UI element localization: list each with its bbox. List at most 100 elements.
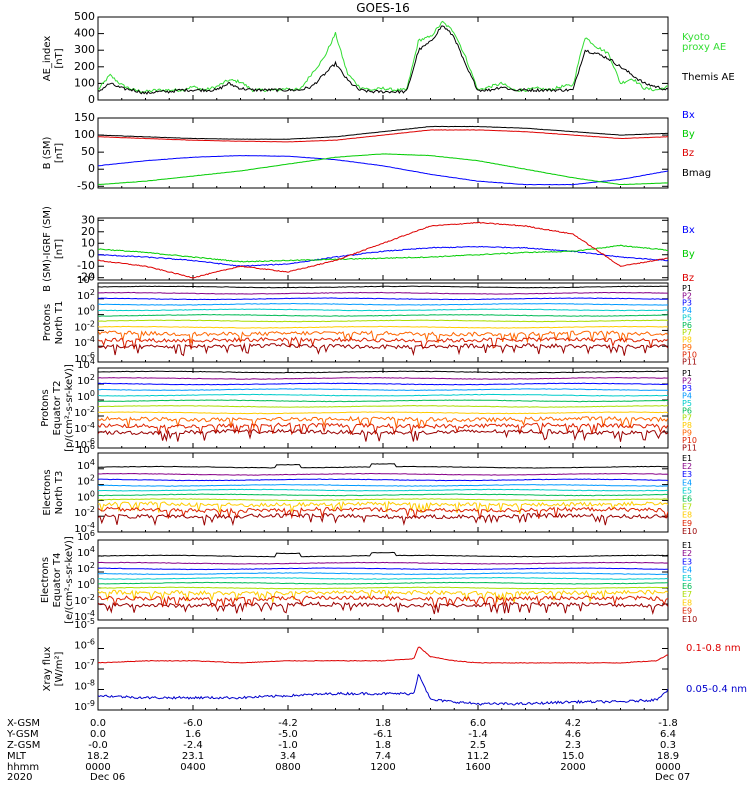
ephemeris-value: 0800 xyxy=(275,762,300,773)
ephemeris-value: 23.1 xyxy=(182,751,204,762)
channel-trace-p6 xyxy=(98,313,668,317)
svg-text:150: 150 xyxy=(74,111,95,124)
channel-label-e2: E2 xyxy=(682,549,692,558)
y-tick-label: 10-2 xyxy=(74,319,95,333)
ephemeris-value: -4.2 xyxy=(278,718,298,729)
channel-trace-p5 xyxy=(98,308,668,312)
channel-trace-p5 xyxy=(98,393,668,397)
channel-label-e8: E8 xyxy=(682,511,692,520)
series-bz xyxy=(98,221,668,279)
y-tick-label: 106 xyxy=(77,529,95,543)
svg-text:10-5: 10-5 xyxy=(74,617,95,631)
plot-area xyxy=(98,285,668,357)
channel-label-p5: P5 xyxy=(682,399,692,408)
ephemeris-value: -0.0 xyxy=(88,740,108,751)
svg-text:102: 102 xyxy=(77,474,95,488)
svg-text:104: 104 xyxy=(77,272,95,286)
ephemeris-date-start: Dec 06 xyxy=(90,772,125,783)
svg-text:102: 102 xyxy=(77,288,95,302)
plot-area xyxy=(98,221,668,279)
channel-trace-p10 xyxy=(98,336,668,350)
svg-text:100: 100 xyxy=(77,577,95,591)
svg-text:10-6: 10-6 xyxy=(74,638,95,652)
plot-area xyxy=(98,551,668,616)
svg-text:-10: -10 xyxy=(77,259,95,272)
ephemeris-value: 0000 xyxy=(85,762,110,773)
svg-text:106: 106 xyxy=(77,529,95,543)
y-axis-label: [nT] xyxy=(54,48,65,68)
ephemeris-row-label: Y-GSM xyxy=(6,729,39,740)
channel-trace-e7 xyxy=(98,498,668,502)
channel-trace-e1 xyxy=(98,463,668,469)
y-axis-label: B (SM) xyxy=(42,136,53,169)
ephemeris-value: 7.4 xyxy=(375,751,391,762)
legend-entry: Bx xyxy=(682,110,695,121)
y-tick-label: 102 xyxy=(77,288,95,302)
svg-text:104: 104 xyxy=(77,458,95,472)
ephemeris-value: 0400 xyxy=(180,762,205,773)
y-axis-label: North T1 xyxy=(54,301,65,345)
channel-label-e5: E5 xyxy=(682,574,692,583)
channel-trace-e6 xyxy=(98,581,668,585)
ephemeris-value: 18.9 xyxy=(657,751,679,762)
y-tick-label: 102 xyxy=(77,561,95,575)
ephemeris-value: -2.4 xyxy=(183,740,203,751)
channel-trace-e6 xyxy=(98,493,668,497)
channel-trace-p11 xyxy=(98,342,668,357)
svg-text:10-4: 10-4 xyxy=(74,521,95,535)
y-tick-label: 200 xyxy=(74,60,95,73)
series-by xyxy=(98,244,668,263)
channel-label-e9: E9 xyxy=(682,607,692,616)
ephemeris-value: 1.8 xyxy=(375,740,391,751)
svg-text:10-6: 10-6 xyxy=(74,437,95,451)
panel-bsm: -50 0 50 100 150 B (SM) [nT] Bx By Bz Bmag xyxy=(42,110,711,192)
channel-label-p7: P7 xyxy=(682,328,692,337)
channel-trace-e8 xyxy=(98,589,668,603)
series-themis-ae xyxy=(98,25,668,95)
y-tick-label: 100 xyxy=(77,304,95,318)
svg-text:10-4: 10-4 xyxy=(74,335,95,349)
channel-trace-e9 xyxy=(98,506,668,520)
ephemeris-row-label: hhmm xyxy=(7,762,39,773)
y-tick-label: -20 xyxy=(77,271,95,284)
panel-electrons_t4: 106 104 102 100 10-2 10-4 Electrons Equator T4[… xyxy=(40,529,697,624)
channel-label-p9: P9 xyxy=(682,343,692,352)
channel-trace-e5 xyxy=(98,576,668,580)
series-kyoto-proxy-ae xyxy=(98,20,668,93)
ephemeris-value: -6.1 xyxy=(373,729,393,740)
channel-label-e1: E1 xyxy=(682,541,692,550)
ephemeris-value: 4.6 xyxy=(565,729,581,740)
ephemeris-value: 2.5 xyxy=(470,740,486,751)
y-tick-label: 104 xyxy=(77,458,95,472)
ephemeris-value: -5.0 xyxy=(278,729,298,740)
y-tick-label: 10-4 xyxy=(74,335,95,349)
channel-trace-p7 xyxy=(98,319,668,323)
channel-trace-p2 xyxy=(98,291,668,295)
channel-label-p1: P1 xyxy=(682,284,692,293)
channel-label-e10: E10 xyxy=(682,527,697,536)
y-tick-label: 10-6 xyxy=(74,351,95,365)
channel-label-e3: E3 xyxy=(682,470,692,479)
legend-entry: Bx xyxy=(682,225,695,236)
y-tick-label: 10-8 xyxy=(74,679,95,693)
y-tick-label: -10 xyxy=(77,259,95,272)
svg-text:-50: -50 xyxy=(77,179,95,192)
ephemeris-value: 1.6 xyxy=(185,729,201,740)
svg-text:10-9: 10-9 xyxy=(74,699,95,713)
legend-entry: proxy AE xyxy=(682,42,726,53)
channel-label-p6: P6 xyxy=(682,321,692,330)
series-bz xyxy=(98,129,668,143)
y-tick-label: 10-2 xyxy=(74,593,95,607)
svg-text:500: 500 xyxy=(74,10,95,23)
y-tick-label: 100 xyxy=(77,489,95,503)
channel-trace-p3 xyxy=(98,297,668,301)
channel-label-p3: P3 xyxy=(682,299,692,308)
channel-trace-p1 xyxy=(98,285,668,289)
y-tick-label: 102 xyxy=(77,373,95,387)
legend-entry: 0.1-0.8 nm xyxy=(686,643,741,654)
